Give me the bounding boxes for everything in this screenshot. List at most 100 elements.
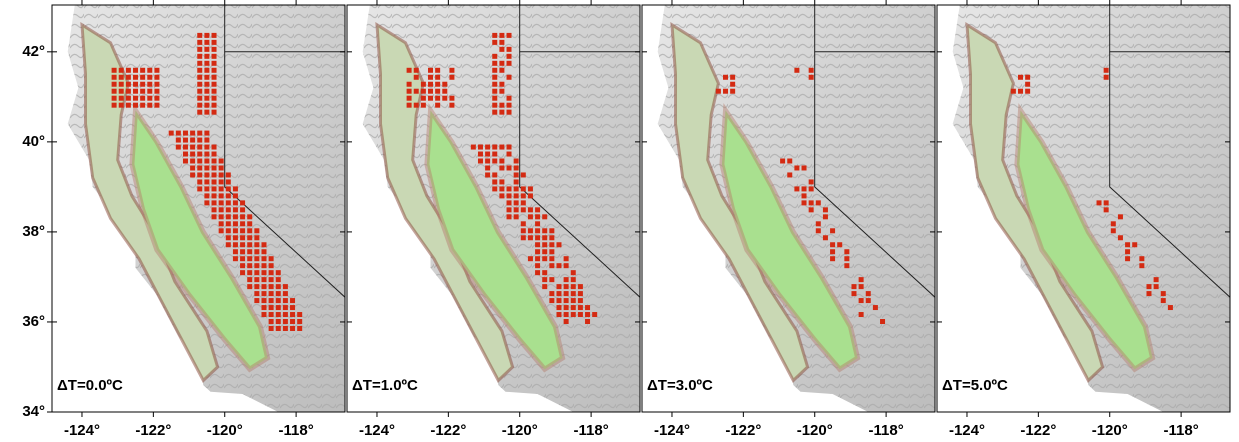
cell (564, 305, 569, 310)
map-panel: -124°-122°-120°-118°ΔT=3.0ºC (642, 0, 935, 439)
cell (585, 305, 590, 310)
cell (147, 82, 152, 87)
cell (802, 200, 807, 205)
cell (542, 214, 547, 219)
cell (556, 263, 561, 268)
cell (219, 165, 224, 170)
cell (133, 103, 138, 108)
cell (514, 200, 519, 205)
cell (247, 221, 252, 226)
cell (283, 305, 288, 310)
cell (1118, 235, 1123, 240)
cell (154, 103, 159, 108)
cell (507, 75, 512, 80)
cell (204, 131, 209, 136)
cell (1146, 284, 1151, 289)
cell (535, 263, 540, 268)
cell (240, 235, 245, 240)
cell (514, 193, 519, 198)
cell (197, 186, 202, 191)
cell (154, 68, 159, 73)
cell (535, 270, 540, 275)
lon-label: -118° (1164, 422, 1199, 439)
cell (290, 326, 295, 331)
cell (485, 145, 490, 150)
cell (212, 159, 217, 164)
cell (507, 61, 512, 66)
cell (535, 235, 540, 240)
cell (247, 256, 252, 261)
cell (226, 235, 231, 240)
cell (212, 179, 217, 184)
cell (787, 159, 792, 164)
cell (1139, 256, 1144, 261)
cell (823, 235, 828, 240)
cell (212, 186, 217, 191)
cell (435, 89, 440, 94)
cell (1104, 207, 1109, 212)
cell (723, 75, 728, 80)
lon-label: -120° (502, 422, 538, 439)
cell (1139, 263, 1144, 268)
cell (204, 179, 209, 184)
cell (204, 165, 209, 170)
cell (254, 291, 259, 296)
cell (204, 61, 209, 66)
cell (1018, 89, 1023, 94)
cell (514, 179, 519, 184)
cell (499, 47, 504, 52)
cell (283, 284, 288, 289)
cell (297, 312, 302, 317)
cell (112, 103, 117, 108)
cell (421, 96, 426, 101)
cell (549, 228, 554, 233)
cell (556, 312, 561, 317)
cell (521, 172, 526, 177)
cell (521, 207, 526, 212)
cell (816, 228, 821, 233)
cell (233, 235, 238, 240)
cell (556, 242, 561, 247)
cell (499, 82, 504, 87)
cell (254, 235, 259, 240)
cell (866, 291, 871, 296)
cell (140, 82, 145, 87)
cell (492, 110, 497, 115)
cell (176, 145, 181, 150)
cell (240, 200, 245, 205)
cell (204, 96, 209, 101)
cell (183, 152, 188, 157)
cell (564, 291, 569, 296)
map-panel: -124°-122°-120°-118°ΔT=5.0ºC (937, 0, 1230, 439)
cell (269, 284, 274, 289)
cell (169, 131, 174, 136)
cell (499, 103, 504, 108)
cell (492, 89, 497, 94)
cell (219, 221, 224, 226)
lon-label: -124° (949, 422, 985, 439)
cell (1125, 242, 1130, 247)
cell (204, 145, 209, 150)
lon-label: -124° (64, 422, 100, 439)
cell (499, 89, 504, 94)
cell (435, 96, 440, 101)
cell (140, 103, 145, 108)
cell (499, 159, 504, 164)
cell (449, 68, 454, 73)
cell (787, 172, 792, 177)
cell (226, 242, 231, 247)
cell (514, 159, 519, 164)
cell (276, 291, 281, 296)
cell (183, 159, 188, 164)
lon-label: -118° (279, 422, 314, 439)
cell (212, 33, 217, 38)
cell (204, 89, 209, 94)
cell (276, 277, 281, 282)
cell (535, 249, 540, 254)
cell (247, 228, 252, 233)
map-panel: -124°-122°-120°-118°ΔT=1.0ºC (347, 0, 640, 439)
cell (507, 47, 512, 52)
cell (578, 298, 583, 303)
cell (542, 270, 547, 275)
cell (240, 207, 245, 212)
